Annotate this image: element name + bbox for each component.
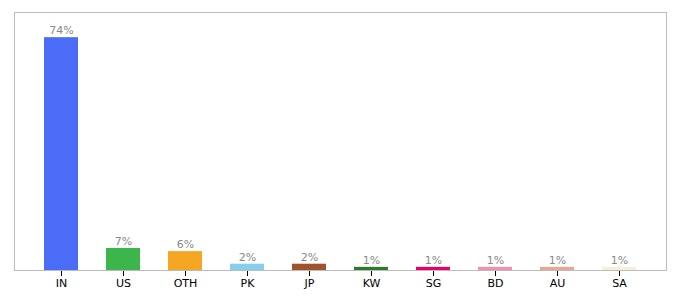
svg-text:2%: 2% <box>239 251 256 264</box>
svg-text:2%: 2% <box>301 251 318 264</box>
svg-text:BD: BD <box>487 277 503 290</box>
svg-text:1%: 1% <box>425 254 442 267</box>
svg-text:JP: JP <box>304 277 315 290</box>
svg-text:KW: KW <box>363 277 381 290</box>
svg-text:SA: SA <box>612 277 627 290</box>
svg-text:1%: 1% <box>363 254 380 267</box>
svg-text:74%: 74% <box>49 24 73 37</box>
svg-text:US: US <box>116 277 131 290</box>
svg-text:PK: PK <box>241 277 256 290</box>
svg-text:1%: 1% <box>549 254 566 267</box>
svg-text:1%: 1% <box>487 254 504 267</box>
svg-text:IN: IN <box>56 277 67 290</box>
svg-text:7%: 7% <box>115 235 132 248</box>
svg-text:SG: SG <box>426 277 442 290</box>
svg-text:AU: AU <box>550 277 566 290</box>
svg-text:6%: 6% <box>177 238 194 251</box>
svg-text:1%: 1% <box>611 254 628 267</box>
svg-text:OTH: OTH <box>174 277 198 290</box>
